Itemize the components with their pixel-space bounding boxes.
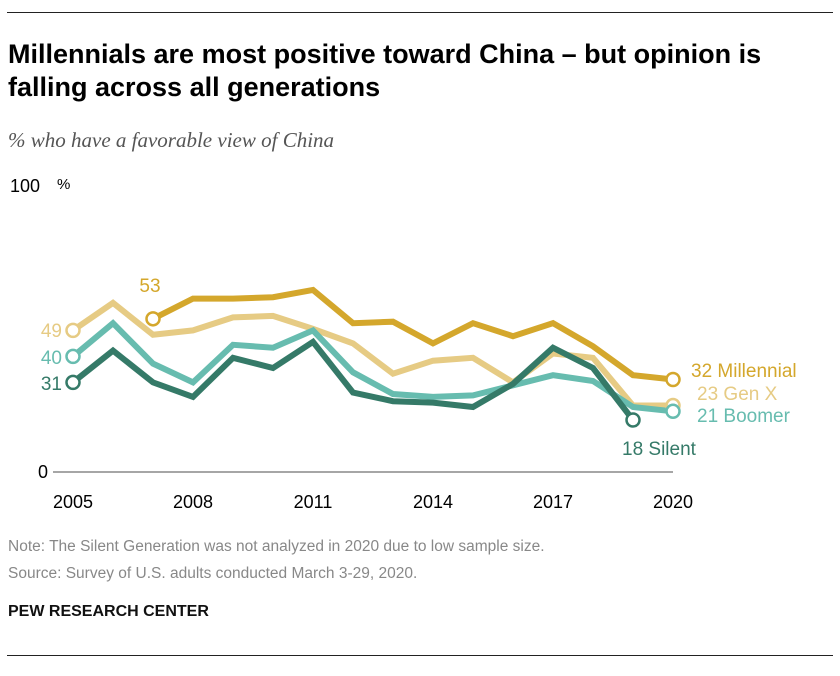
brand-logo-text: PEW RESEARCH CENTER bbox=[8, 603, 209, 620]
bottom-rule bbox=[7, 655, 833, 656]
series-line-silent bbox=[71, 337, 636, 422]
series-line-boomer bbox=[71, 319, 674, 415]
y-unit-label: % bbox=[57, 176, 70, 193]
data-point-end-millennial bbox=[665, 371, 681, 388]
y-tick-label: 0 bbox=[38, 462, 48, 482]
end-label-boomer: 21 Boomer bbox=[697, 406, 791, 427]
data-point-end-boomer bbox=[665, 403, 681, 420]
x-tick-label: 2020 bbox=[653, 492, 693, 512]
x-tick-label: 2005 bbox=[53, 492, 93, 512]
y-tick-label: 100 bbox=[10, 176, 40, 196]
chart-note: Note: The Silent Generation was not anal… bbox=[8, 538, 545, 555]
data-point-start-millennial bbox=[145, 311, 161, 327]
top-rule bbox=[7, 12, 833, 13]
chart-subtitle: % who have a favorable view of China bbox=[8, 128, 335, 152]
end-label-millennial: 32 Millennial bbox=[691, 361, 797, 382]
series-line-millennial bbox=[151, 286, 674, 383]
start-label-silent: 31 bbox=[41, 374, 62, 395]
end-label-gen-x: 23 Gen X bbox=[697, 384, 778, 405]
line-chart: 0 100 % 2005 2008 2011 2014 2017 2020 53 32 Millen… bbox=[10, 176, 797, 512]
x-tick-label: 2011 bbox=[294, 492, 333, 512]
x-tick-label: 2008 bbox=[173, 492, 213, 512]
start-label-boomer: 40 bbox=[41, 348, 62, 369]
data-point-start-gen-x bbox=[65, 322, 81, 339]
data-point-start-boomer bbox=[65, 348, 81, 365]
x-tick-label: 2017 bbox=[533, 492, 573, 512]
chart-title: Millennials are most positive toward Chi… bbox=[8, 39, 762, 102]
series-line-gen-x bbox=[71, 299, 673, 409]
chart-source: Source: Survey of U.S. adults conducted … bbox=[8, 565, 418, 582]
end-label-silent: 18 Silent bbox=[622, 439, 697, 460]
data-point-start-silent bbox=[65, 374, 81, 391]
data-point-end-silent bbox=[625, 412, 641, 428]
x-tick-label: 2014 bbox=[413, 492, 453, 512]
start-label-millennial: 53 bbox=[139, 276, 160, 297]
start-label-gen-x: 49 bbox=[41, 321, 62, 342]
